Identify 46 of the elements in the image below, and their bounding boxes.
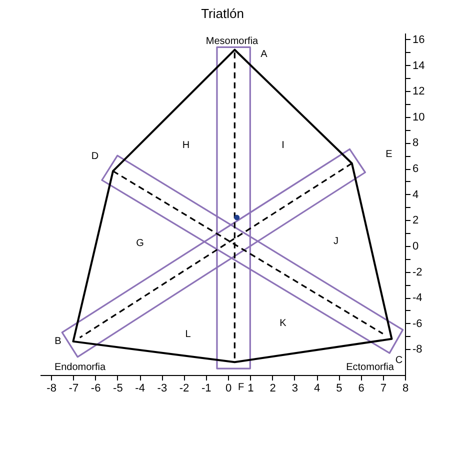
annotation: D [91, 151, 99, 162]
x-tick-label: -3 [157, 382, 168, 394]
y-tick-label: 0 [412, 240, 419, 252]
x-tick-label: -1 [202, 382, 212, 394]
chart-title: Triatlón [201, 6, 244, 21]
annotation: Mesomorfia [206, 36, 259, 47]
annotation: A [260, 49, 268, 60]
x-tick-label: 7 [380, 382, 386, 394]
y-tick-label: 16 [412, 34, 425, 46]
x-tick-label: -6 [90, 382, 101, 394]
annotation: E [386, 149, 393, 160]
y-tick-label: 12 [412, 86, 425, 98]
x-tick-label: -5 [113, 382, 123, 394]
y-tick-label: 14 [412, 60, 425, 72]
x-tick-label: 0 [225, 382, 232, 394]
annotation: C [395, 355, 403, 366]
x-tick-label: 1 [248, 382, 254, 394]
y-tick-label: -8 [412, 344, 422, 356]
x-tick-label: 4 [314, 382, 320, 394]
annotation: L [185, 329, 192, 340]
y-tick-label: 6 [412, 163, 419, 176]
annotation: H [182, 140, 190, 151]
annotation: K [280, 318, 287, 329]
x-tick-label: -8 [46, 382, 56, 394]
y-tick-label: -4 [412, 292, 422, 304]
y-tick-label: -2 [412, 266, 422, 278]
annotation: Ectomorfia [346, 362, 394, 373]
x-tick-label: -4 [135, 382, 145, 394]
y-tick-label: 10 [412, 111, 425, 124]
text: F [238, 382, 244, 393]
y-tick-label: 4 [412, 188, 419, 201]
x-tick-label: 3 [292, 382, 298, 394]
annotation: I [282, 140, 284, 151]
y-tick-label: 8 [412, 137, 419, 150]
annotation: J [334, 236, 338, 247]
x-tick-label: 2 [270, 382, 276, 394]
annotation: Endomorfia [54, 362, 106, 373]
x-tick-label: 5 [336, 382, 342, 394]
x-tick-label: 6 [358, 382, 364, 394]
x-tick-label: -2 [179, 382, 190, 394]
x-tick-label: -7 [68, 382, 79, 394]
y-tick-label: 2 [412, 214, 419, 227]
annotation: B [54, 336, 62, 347]
y-tick-label: -6 [412, 318, 422, 330]
x-tick-label: 8 [402, 382, 409, 394]
annotation: G [136, 238, 144, 249]
